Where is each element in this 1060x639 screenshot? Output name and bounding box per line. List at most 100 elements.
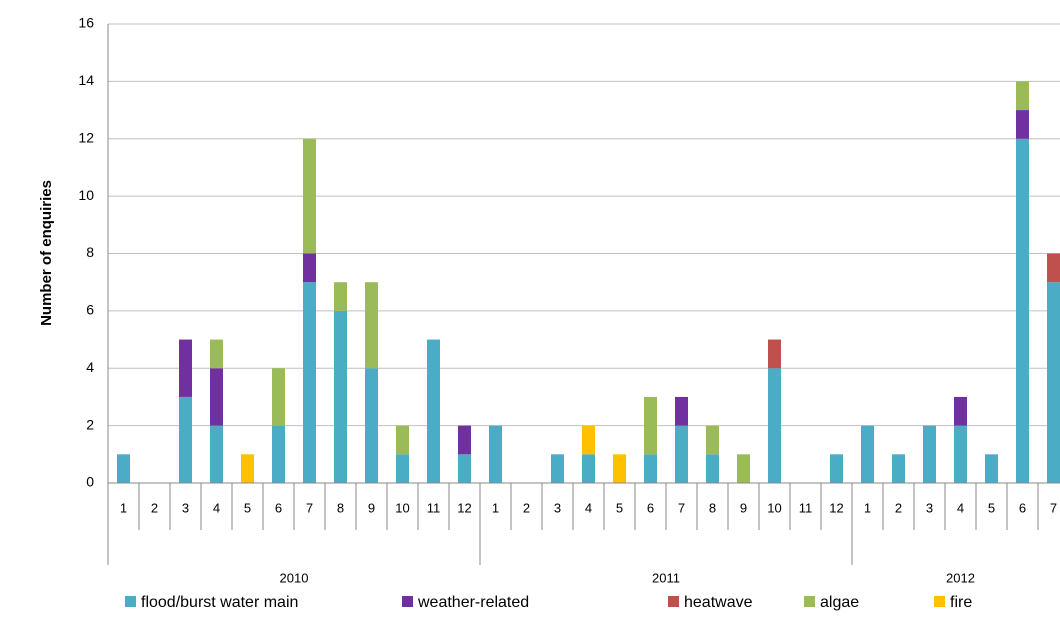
bar-segment <box>303 282 316 483</box>
x-tick-label: 7 <box>1050 500 1057 515</box>
bar-segment <box>1047 282 1060 483</box>
bar-segment <box>272 368 285 426</box>
x-tick-label: 5 <box>616 500 623 515</box>
group-label: 2011 <box>652 570 680 585</box>
bar-segment <box>675 396 688 426</box>
x-tick-label: 10 <box>395 500 409 515</box>
bar-segment <box>706 425 719 455</box>
bar-segment <box>675 425 688 483</box>
x-tick-label: 7 <box>678 500 685 515</box>
x-tick-label: 2 <box>895 500 902 515</box>
bar-segment <box>241 454 254 483</box>
group-label: 2010 <box>280 570 309 585</box>
x-tick-label: 2 <box>151 500 158 515</box>
legend-label: flood/burst water main <box>141 594 298 611</box>
legend-swatch <box>125 596 136 607</box>
bar-segment <box>954 425 967 483</box>
group-label: 2012 <box>946 570 975 585</box>
legend-swatch <box>804 596 815 607</box>
y-tick-label: 4 <box>86 359 94 375</box>
x-tick-label: 12 <box>829 500 843 515</box>
y-tick-label: 14 <box>78 72 94 88</box>
bar-segment <box>923 425 936 483</box>
bar-segment <box>210 339 223 369</box>
legend-label: algae <box>820 594 859 611</box>
bar-segment <box>396 425 409 455</box>
legend-label: heatwave <box>684 594 753 611</box>
bar-segment <box>458 454 471 483</box>
x-tick-label: 6 <box>275 500 282 515</box>
x-tick-label: 1 <box>492 500 499 515</box>
legend-swatch <box>668 596 679 607</box>
x-tick-label: 2 <box>523 500 530 515</box>
bar-segment <box>179 339 192 397</box>
bar-segment <box>303 138 316 254</box>
x-tick-label: 4 <box>585 500 592 515</box>
bar-segment <box>365 368 378 483</box>
x-tick-label: 10 <box>767 500 781 515</box>
y-axis-label: Number of enquiries <box>38 180 55 326</box>
x-tick-label: 4 <box>957 500 964 515</box>
x-tick-label: 4 <box>213 500 220 515</box>
bar-segment <box>365 282 378 369</box>
x-tick-label: 6 <box>1019 500 1026 515</box>
bar-segment <box>830 454 843 483</box>
x-tick-label: 1 <box>864 500 871 515</box>
y-tick-label: 0 <box>86 474 94 490</box>
x-tick-label: 5 <box>244 500 251 515</box>
bar-segment <box>334 310 347 483</box>
bar-segment <box>396 454 409 483</box>
x-tick-label: 8 <box>337 500 344 515</box>
bar-segment <box>489 425 502 483</box>
bar-segment <box>582 425 595 455</box>
bar-segment <box>644 454 657 483</box>
y-tick-label: 2 <box>86 416 94 432</box>
x-tick-label: 3 <box>926 500 933 515</box>
x-tick-label: 11 <box>427 500 441 515</box>
bar-segment <box>892 454 905 483</box>
bar-segment <box>1047 253 1060 283</box>
x-tick-label: 5 <box>988 500 995 515</box>
x-tick-label: 11 <box>799 500 813 515</box>
bar-segment <box>582 454 595 483</box>
bar-segment <box>737 454 750 483</box>
bar-segment <box>458 425 471 455</box>
y-tick-label: 10 <box>78 187 94 203</box>
x-tick-label: 12 <box>457 500 471 515</box>
x-tick-label: 3 <box>182 500 189 515</box>
bar-segment <box>1016 81 1029 111</box>
y-tick-label: 6 <box>86 302 94 318</box>
bar-segment <box>613 454 626 483</box>
x-tick-label: 6 <box>647 500 654 515</box>
bar-segment <box>1016 110 1029 139</box>
bar-segment <box>985 454 998 483</box>
y-tick-label: 16 <box>78 15 94 31</box>
y-tick-label: 8 <box>86 244 94 260</box>
x-tick-label: 9 <box>368 500 375 515</box>
bar-segment <box>210 425 223 483</box>
y-tick-label: 12 <box>78 129 94 145</box>
x-tick-label: 7 <box>306 500 313 515</box>
bar-segment <box>272 425 285 483</box>
x-tick-label: 8 <box>709 500 716 515</box>
bar-segment <box>210 368 223 426</box>
x-tick-label: 1 <box>120 500 127 515</box>
bar-segment <box>768 339 781 369</box>
legend-label: weather-related <box>417 594 529 611</box>
bar-segment <box>427 339 440 483</box>
bar-segment <box>861 425 874 483</box>
x-tick-label: 9 <box>740 500 747 515</box>
bar-segment <box>644 396 657 455</box>
bar-segment <box>303 253 316 283</box>
x-tick-label: 3 <box>554 500 561 515</box>
bar-segment <box>551 454 564 483</box>
bar-segment <box>1016 138 1029 483</box>
bar-segment <box>954 396 967 426</box>
bar-segment <box>117 454 130 483</box>
bar-segment <box>706 454 719 483</box>
legend-label: fire <box>950 594 972 611</box>
bar-segment <box>768 368 781 483</box>
bar-segment <box>179 396 192 483</box>
legend-swatch <box>402 596 413 607</box>
